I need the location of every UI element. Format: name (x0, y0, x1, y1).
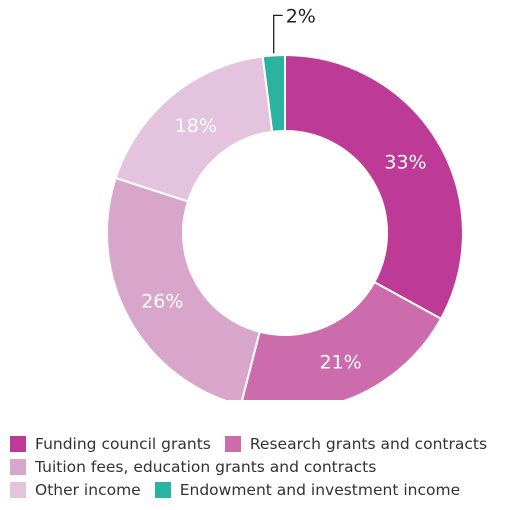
slice-tuition-fees (106, 176, 261, 400)
legend-swatch-tuition-fees (10, 458, 26, 475)
slice-label-tuition-fees: 26% (141, 290, 183, 312)
slice-research-grants (241, 280, 443, 400)
legend-row-1: Funding council grants Research grants a… (10, 432, 529, 455)
legend-label-other-income: Other income (35, 480, 141, 499)
legend-row-2: Tuition fees, education grants and contr… (10, 455, 529, 478)
legend-item-research-grants: Research grants and contracts (224, 434, 488, 453)
slice-other-income (114, 55, 274, 203)
slice-funding-council (284, 53, 464, 321)
legend-swatch-other-income (10, 481, 26, 498)
donut-chart: 33% 21% 26% 18% 2% (106, 5, 464, 400)
legend-label-funding-council: Funding council grants (35, 434, 211, 453)
legend-label-tuition-fees: Tuition fees, education grants and contr… (35, 457, 377, 476)
slice-endowment (261, 53, 286, 133)
legend-item-funding-council: Funding council grants (10, 435, 211, 453)
legend-label-research-grants: Research grants and contracts (249, 434, 488, 453)
slice-label-research-grants: 21% (319, 351, 361, 373)
legend-item-endowment: Endowment and investment income (154, 480, 461, 499)
legend-label-endowment: Endowment and investment income (179, 480, 461, 499)
slice-label-funding-council: 33% (384, 152, 426, 174)
legend-item-tuition-fees: Tuition fees, education grants and contr… (10, 458, 376, 476)
legend-item-other-income: Other income (10, 481, 141, 499)
legend-swatch-endowment (154, 481, 171, 498)
legend: Funding council grants Research grants a… (10, 432, 529, 501)
legend-swatch-research-grants (224, 435, 241, 452)
slice-label-endowment: 2% (286, 5, 316, 27)
slice-label-other-income: 18% (175, 115, 217, 137)
legend-row-3: Other income Endowment and investment in… (10, 478, 529, 501)
legend-swatch-funding-council (10, 435, 26, 452)
leader-line-endowment (273, 14, 283, 54)
